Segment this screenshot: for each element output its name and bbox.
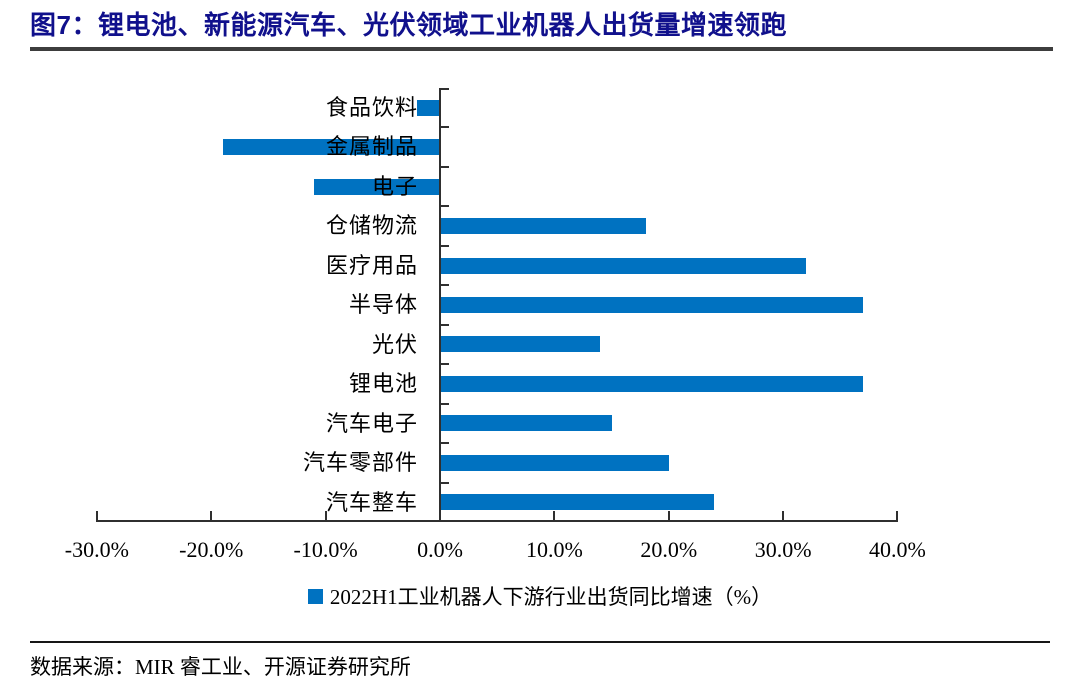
y-axis-tick bbox=[441, 481, 449, 484]
x-axis-tick-label: 0.0% bbox=[417, 537, 463, 562]
x-axis-tick-label: -20.0% bbox=[179, 537, 244, 562]
x-axis-tick-label: 20.0% bbox=[640, 537, 698, 562]
y-axis-tick bbox=[441, 363, 449, 366]
y-axis-tick bbox=[441, 402, 449, 405]
x-axis-tick bbox=[95, 511, 98, 522]
bar-锂电池 bbox=[440, 375, 864, 392]
bar-医疗用品 bbox=[440, 257, 806, 274]
legend-label: 2022H1工业机器人下游行业出货同比增速（%） bbox=[329, 585, 773, 609]
category-label: 半导体 bbox=[348, 292, 418, 318]
x-axis-tick bbox=[210, 511, 213, 522]
bar-半导体 bbox=[440, 297, 864, 313]
x-axis-tick-label: 10.0% bbox=[525, 537, 583, 562]
bar-食品饮料 bbox=[417, 99, 440, 116]
bar-汽车整车 bbox=[440, 494, 715, 511]
y-axis-tick bbox=[441, 323, 449, 326]
legend-swatch-icon bbox=[307, 588, 323, 604]
bar-汽车电子 bbox=[440, 415, 612, 432]
y-axis-tick bbox=[441, 165, 449, 168]
x-axis-tick-label: 40.0% bbox=[869, 537, 926, 562]
y-axis-tick bbox=[441, 284, 449, 287]
category-label: 汽车整车 bbox=[325, 489, 418, 515]
title-underline bbox=[30, 47, 1053, 51]
y-axis-tick bbox=[441, 205, 449, 208]
bar-仓储物流 bbox=[440, 218, 646, 235]
category-label: 食品饮料 bbox=[325, 95, 418, 120]
category-label: 锂电池 bbox=[348, 371, 418, 397]
data-source: 数据来源：MIR 睿工业、开源证券研究所 bbox=[30, 655, 411, 679]
figure-title: 图7：锂电池、新能源汽车、光伏领域工业机器人出货量增速领跑 bbox=[30, 10, 787, 40]
category-label: 汽车电子 bbox=[325, 410, 418, 436]
x-axis-tick bbox=[553, 511, 556, 522]
legend: 2022H1工业机器人下游行业出货同比增速（%） bbox=[0, 584, 1080, 609]
bar-电子 bbox=[314, 178, 440, 195]
x-axis-line bbox=[96, 520, 898, 522]
plot-area: 食品饮料金属制品电子仓储物流医疗用品半导体光伏锂电池汽车电子汽车零部件汽车整车 bbox=[0, 88, 1080, 522]
footer-divider bbox=[30, 641, 1050, 643]
bar-金属制品 bbox=[222, 139, 440, 156]
y-axis-tick bbox=[441, 126, 449, 129]
x-axis-tick-label: 30.0% bbox=[754, 537, 812, 562]
y-axis-tick bbox=[441, 88, 449, 90]
x-axis-tick bbox=[667, 511, 670, 522]
y-axis-line bbox=[439, 88, 441, 522]
x-axis-tick bbox=[324, 511, 327, 522]
y-axis-tick bbox=[441, 244, 449, 247]
x-axis-tick bbox=[439, 511, 441, 522]
category-label: 金属制品 bbox=[325, 134, 418, 160]
bar-光伏 bbox=[440, 336, 601, 353]
x-axis-tick bbox=[782, 511, 785, 522]
category-label: 光伏 bbox=[371, 331, 418, 357]
x-axis-tick-label: -30.0% bbox=[64, 537, 129, 562]
bar-汽车零部件 bbox=[440, 454, 669, 471]
category-label: 汽车零部件 bbox=[302, 450, 418, 476]
category-label: 医疗用品 bbox=[325, 252, 418, 278]
y-axis-tick bbox=[441, 442, 449, 445]
x-axis-tick-label: -10.0% bbox=[293, 537, 358, 562]
category-label: 仓储物流 bbox=[325, 213, 418, 239]
x-axis-tick bbox=[896, 511, 899, 522]
category-label: 电子 bbox=[371, 173, 418, 199]
